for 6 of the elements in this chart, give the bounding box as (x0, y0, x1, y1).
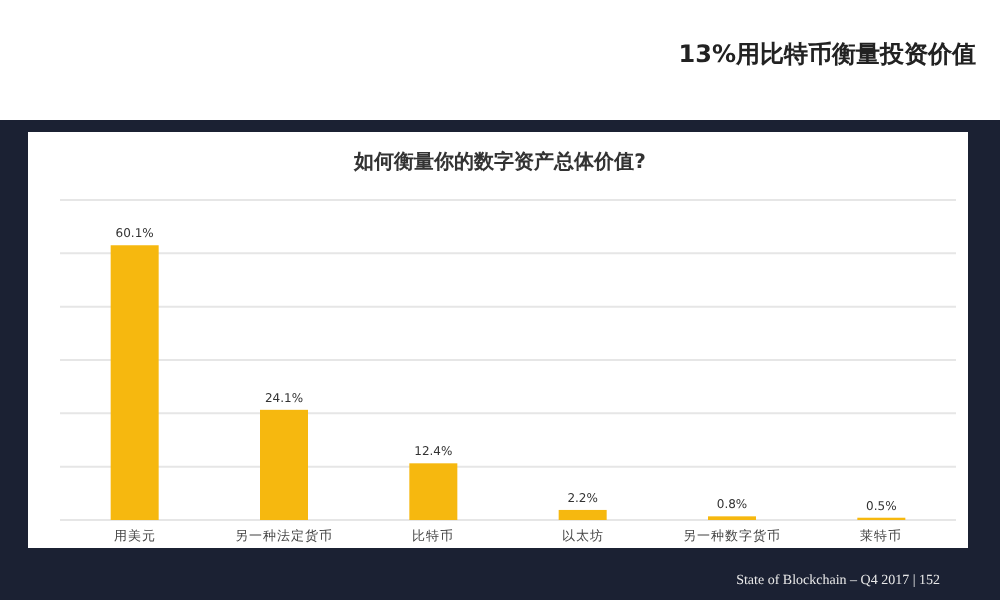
text: 13%用比特币衡量投资价值 (678, 40, 976, 68)
bar (110, 245, 159, 520)
bar (558, 509, 607, 520)
bar (409, 463, 458, 520)
chart-title: 如何衡量你的数字资产总体价值? (352, 150, 647, 174)
bar (260, 409, 308, 520)
